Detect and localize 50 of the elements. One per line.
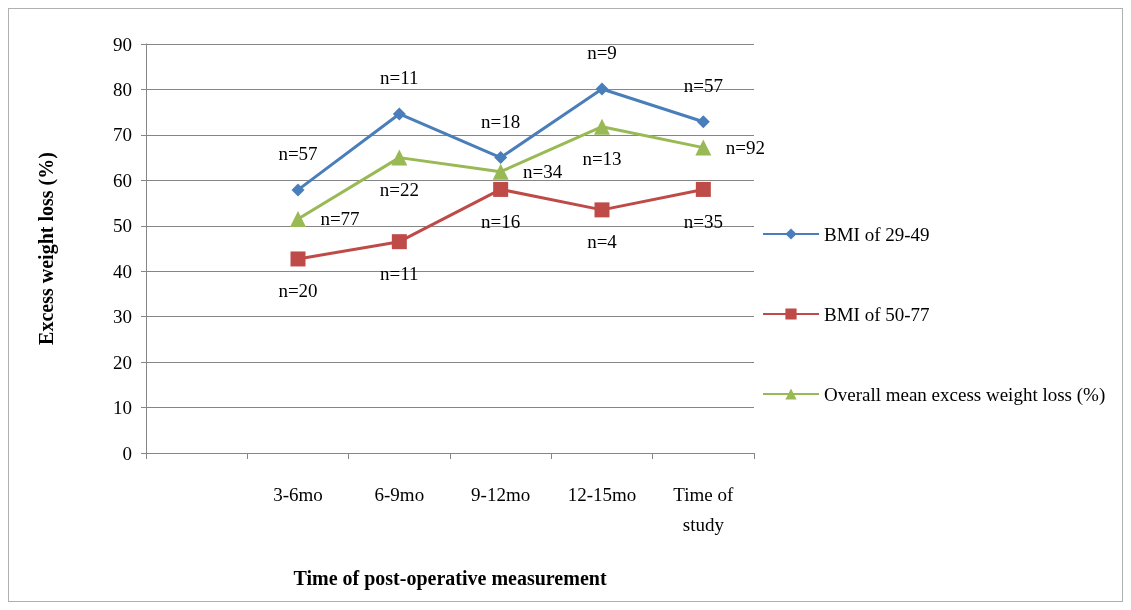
y-tick-label: 30 bbox=[113, 306, 132, 328]
x-tick-label: 6-9mo bbox=[374, 483, 425, 505]
point bbox=[594, 202, 610, 218]
point bbox=[391, 234, 407, 250]
annotation: n=13 bbox=[582, 148, 622, 170]
y-tick-label: 60 bbox=[113, 169, 132, 191]
point bbox=[695, 139, 712, 156]
annotation: n=18 bbox=[481, 111, 521, 133]
annotation: n=77 bbox=[320, 208, 360, 230]
y-axis-title: Excess weight loss (%) bbox=[35, 152, 58, 345]
annotation: n=11 bbox=[380, 67, 419, 89]
annotation: n=22 bbox=[379, 179, 419, 201]
y-tick-label: 40 bbox=[113, 260, 132, 282]
annotation: n=16 bbox=[481, 210, 521, 232]
legend-label: BMI of 50-77 bbox=[824, 303, 930, 325]
legend-label: Overall mean excess weight loss (%) bbox=[824, 383, 1106, 406]
point bbox=[290, 210, 306, 227]
point bbox=[492, 163, 509, 180]
annotation: n=9 bbox=[587, 42, 617, 64]
point bbox=[493, 181, 509, 197]
point bbox=[695, 181, 711, 197]
y-tick-label: 0 bbox=[122, 442, 132, 464]
annotation: n=4 bbox=[587, 231, 618, 253]
point bbox=[291, 183, 305, 197]
point bbox=[594, 118, 610, 135]
annotation: n=11 bbox=[380, 263, 419, 285]
point bbox=[595, 82, 609, 96]
x-tick-label: 12-15mo bbox=[567, 483, 637, 505]
annotation: n=57 bbox=[683, 75, 723, 97]
y-tick-label: 80 bbox=[113, 78, 132, 100]
annotation: n=34 bbox=[523, 161, 563, 183]
point bbox=[290, 251, 306, 267]
y-tick-label: 20 bbox=[113, 351, 132, 373]
annotation: n=20 bbox=[278, 280, 318, 302]
x-tick-label: 3-6mo bbox=[273, 483, 323, 505]
y-tick-label: 90 bbox=[113, 33, 132, 55]
y-tick-label: 50 bbox=[113, 215, 132, 237]
annotation: n=35 bbox=[683, 210, 723, 232]
y-tick-label: 10 bbox=[113, 397, 132, 419]
legend-label: BMI of 29-49 bbox=[824, 223, 930, 245]
x-axis-title: Time of post-operative measurement bbox=[293, 567, 607, 590]
x-tick-label: Time of study bbox=[673, 483, 734, 535]
annotation: n=92 bbox=[725, 137, 765, 159]
x-tick-label: 9-12mo bbox=[471, 483, 531, 505]
point bbox=[494, 151, 508, 165]
point bbox=[391, 149, 408, 166]
point bbox=[696, 115, 710, 129]
annotation: n=57 bbox=[278, 143, 318, 165]
point bbox=[392, 107, 406, 121]
y-tick-label: 70 bbox=[113, 124, 132, 146]
